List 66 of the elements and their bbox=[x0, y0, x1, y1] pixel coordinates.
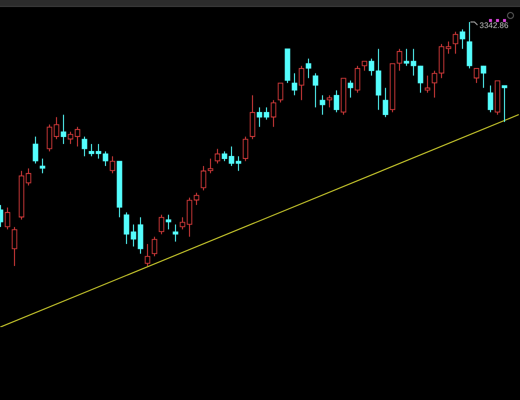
candlestick bbox=[32, 136, 38, 164]
candlestick bbox=[102, 150, 108, 166]
candlestick bbox=[46, 124, 52, 152]
candlestick bbox=[12, 226, 18, 266]
candlestick bbox=[424, 75, 430, 94]
candlestick bbox=[4, 206, 10, 230]
candlestick bbox=[172, 224, 178, 242]
candlestick bbox=[208, 158, 214, 174]
candlestick bbox=[292, 72, 298, 96]
candlestick bbox=[82, 136, 88, 157]
candlestick bbox=[166, 214, 172, 230]
candlestick bbox=[348, 80, 354, 98]
candlestick bbox=[200, 165, 206, 191]
candlestick bbox=[502, 84, 508, 123]
candlestick bbox=[474, 68, 480, 84]
candlestick bbox=[326, 94, 332, 108]
candlestick bbox=[480, 65, 486, 88]
candlestick bbox=[256, 106, 262, 128]
candlestick bbox=[376, 48, 382, 110]
candlestick bbox=[460, 28, 466, 50]
candlestick bbox=[306, 58, 312, 79]
candlestick bbox=[186, 197, 192, 238]
candlestick bbox=[54, 116, 60, 140]
candlestick bbox=[446, 41, 452, 54]
candlestick bbox=[278, 82, 284, 104]
candlestick bbox=[228, 146, 234, 166]
candlestick bbox=[214, 148, 220, 164]
candlestick bbox=[382, 87, 388, 118]
candlestick bbox=[180, 216, 186, 230]
candlestick bbox=[242, 136, 248, 162]
candlestick bbox=[124, 212, 130, 245]
candlestick bbox=[40, 158, 46, 174]
candlestick bbox=[404, 48, 410, 66]
candlestick bbox=[60, 114, 66, 144]
candlestick bbox=[158, 214, 164, 235]
candlestick bbox=[138, 216, 144, 254]
candlestick bbox=[488, 84, 494, 113]
candlestick bbox=[396, 48, 402, 72]
candlestick bbox=[312, 72, 318, 108]
candlestick bbox=[194, 192, 200, 206]
candlestick bbox=[88, 144, 94, 157]
candlestick bbox=[432, 70, 438, 98]
candlestick bbox=[110, 156, 116, 174]
candlestick bbox=[466, 22, 472, 69]
candlestick bbox=[152, 236, 158, 257]
candlestick bbox=[130, 224, 136, 247]
candlestick bbox=[320, 94, 326, 116]
candlestick bbox=[354, 65, 360, 94]
candlestick bbox=[250, 94, 256, 140]
candlestick bbox=[236, 156, 242, 172]
candlestick bbox=[452, 31, 458, 54]
candlestick bbox=[222, 150, 228, 162]
candlestick bbox=[334, 90, 340, 113]
candlestick bbox=[264, 106, 270, 120]
candlestick bbox=[362, 60, 368, 72]
candlestick bbox=[410, 48, 416, 76]
candlestick bbox=[270, 100, 276, 128]
candlestick bbox=[26, 168, 32, 186]
candlestick bbox=[144, 244, 150, 266]
candlestick bbox=[418, 65, 424, 94]
candlestick bbox=[68, 131, 74, 144]
annotation: 3342.86 bbox=[480, 21, 509, 30]
candlestick bbox=[298, 65, 304, 101]
candlestick bbox=[74, 126, 80, 147]
candlestick bbox=[368, 58, 374, 76]
candlestick bbox=[96, 144, 102, 160]
